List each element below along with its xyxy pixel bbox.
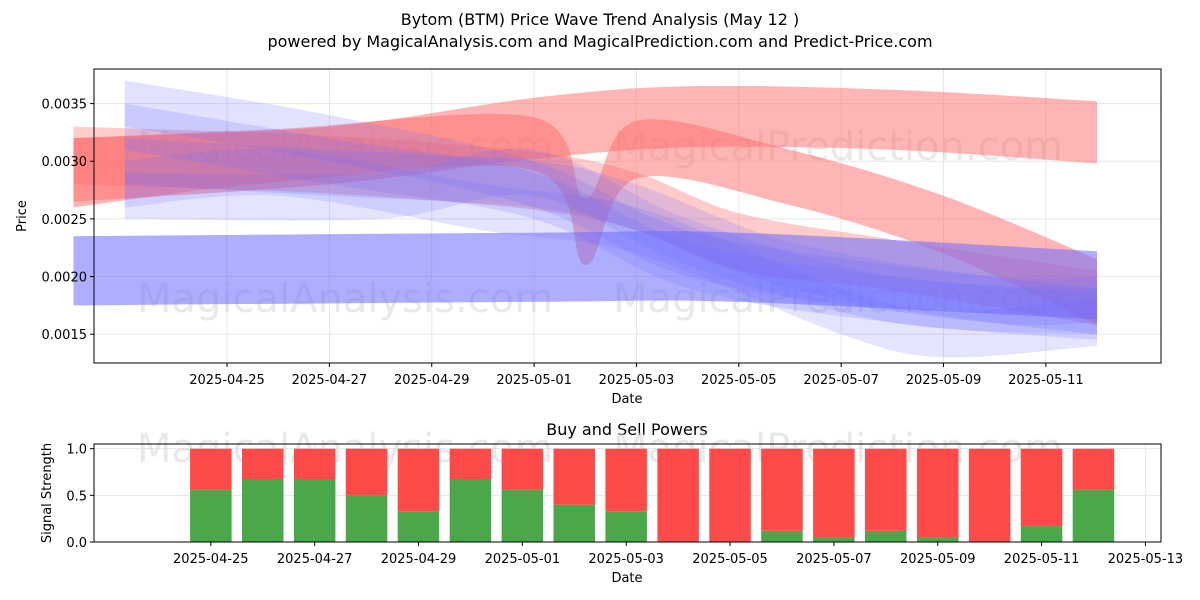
price-x-tick-label: 2025-04-29: [394, 373, 470, 388]
buy-bar: [397, 511, 440, 542]
buy-sell-x-tick-label: 2025-04-27: [277, 552, 353, 567]
sell-bar: [1020, 448, 1063, 527]
sell-bar: [449, 448, 492, 480]
sell-bar: [917, 448, 959, 538]
buy-bar: [293, 479, 336, 542]
buy-bar: [190, 489, 232, 542]
buy-bar: [865, 530, 907, 542]
sell-bar: [397, 448, 440, 512]
sell-bar: [501, 448, 544, 490]
price-plot-frame: [93, 68, 1162, 364]
sell-bar: [553, 448, 595, 505]
buy-sell-x-tick-label: 2025-04-25: [173, 552, 249, 567]
price-x-tick-label: 2025-05-03: [599, 373, 675, 388]
buy-sell-x-tick-label: 2025-05-07: [796, 552, 872, 567]
chart-subtitle: powered by MagicalAnalysis.com and Magic…: [267, 32, 932, 51]
sell-bar: [709, 448, 751, 542]
sell-bar: [293, 448, 336, 480]
buy-bar: [449, 479, 492, 542]
buy-sell-y-ticks: 0.0 0.5 1.0: [66, 443, 94, 551]
price-x-label: Date: [611, 392, 642, 407]
price-y-tick-label: 0.0015: [42, 328, 88, 343]
buy-sell-x-tick-label: 2025-05-05: [692, 552, 768, 567]
sell-bar: [1072, 448, 1115, 490]
buy-bar: [345, 495, 388, 542]
buy-bar: [917, 537, 959, 542]
price-band-blue-wave-4: [124, 148, 1097, 335]
price-x-tick-label: 2025-04-27: [292, 373, 368, 388]
buy-bar: [501, 489, 544, 542]
sell-bar: [605, 448, 647, 512]
buy-sell-x-label: Date: [611, 571, 642, 586]
sell-bar: [190, 448, 232, 490]
buy-bar: [761, 530, 803, 542]
price-x-tick-label: 2025-05-07: [803, 373, 879, 388]
buy-bar: [605, 511, 647, 542]
price-y-ticks: 0.0015 0.0020 0.0025 0.0030 0.0035: [42, 98, 94, 343]
sell-bar: [657, 448, 699, 542]
price-band-blue-wave-5: [124, 138, 1097, 326]
buy-sell-bars: [190, 448, 1115, 542]
price-wave-chart: MagicalAnalysis.com MagicalPrediction.co…: [15, 68, 1162, 407]
price-x-tick-label: 2025-05-01: [496, 373, 572, 388]
sell-bar: [865, 448, 907, 531]
price-band-red-wave-dip: [73, 113, 1097, 325]
buy-sell-title: Buy and Sell Powers: [546, 420, 708, 439]
price-band-blue-wave-flat: [73, 231, 1097, 320]
price-bands: [73, 80, 1097, 358]
buy-sell-y-tick-label: 0.5: [66, 489, 87, 504]
chart-title: Bytom (BTM) Price Wave Trend Analysis (M…: [401, 10, 799, 29]
buy-sell-plot-frame: [93, 443, 1162, 543]
price-band-blue-wave-1: [124, 80, 1097, 335]
buy-sell-y-label: Signal Strength: [40, 443, 55, 543]
sell-bar: [345, 448, 388, 496]
price-band-blue-wave-3: [124, 149, 1097, 358]
buy-sell-x-tick-label: 2025-05-01: [485, 552, 561, 567]
buy-bar: [553, 504, 595, 542]
buy-sell-x-ticks: 2025-04-25 2025-04-27 2025-04-29 2025-05-01…: [173, 542, 1183, 567]
price-x-tick-label: 2025-05-09: [906, 373, 982, 388]
sell-bar: [242, 448, 284, 480]
price-y-tick-label: 0.0030: [42, 155, 88, 170]
sell-bar: [813, 448, 855, 538]
buy-sell-x-tick-label: 2025-05-11: [1004, 552, 1080, 567]
buy-sell-y-tick-label: 0.0: [66, 536, 87, 551]
price-y-label: Price: [15, 200, 30, 232]
buy-sell-y-tick-label: 1.0: [66, 443, 87, 458]
buy-sell-chart: Buy and Sell Powers MagicalAnalysis.com …: [40, 420, 1183, 586]
price-y-tick-label: 0.0035: [42, 98, 88, 113]
buy-sell-x-tick-label: 2025-05-13: [1108, 552, 1184, 567]
buy-bar: [1072, 489, 1115, 542]
buy-sell-x-tick-label: 2025-05-03: [588, 552, 664, 567]
price-x-ticks: 2025-04-25 2025-04-27 2025-04-29 2025-05-01…: [189, 363, 1084, 388]
price-y-tick-label: 0.0020: [42, 271, 88, 286]
buy-bar: [1020, 526, 1063, 542]
price-band-blue-wave-2: [124, 103, 1097, 340]
price-x-tick-label: 2025-04-25: [189, 373, 265, 388]
price-x-tick-label: 2025-05-05: [701, 373, 777, 388]
price-y-tick-label: 0.0025: [42, 213, 88, 228]
buy-bar: [242, 479, 284, 542]
sell-bar: [968, 448, 1011, 542]
sell-bar: [761, 448, 803, 531]
buy-sell-x-tick-label: 2025-05-09: [900, 552, 976, 567]
buy-sell-x-tick-label: 2025-04-29: [381, 552, 457, 567]
price-x-tick-label: 2025-05-11: [1008, 373, 1084, 388]
buy-bar: [813, 537, 855, 542]
